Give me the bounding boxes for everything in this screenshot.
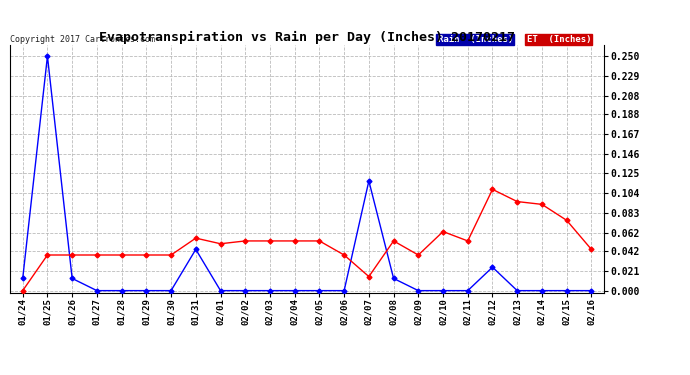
Text: Copyright 2017 Cartronics.com: Copyright 2017 Cartronics.com bbox=[10, 35, 155, 44]
Title: Evapotranspiration vs Rain per Day (Inches) 20170217: Evapotranspiration vs Rain per Day (Inch… bbox=[99, 31, 515, 44]
Text: Rain  (Inches): Rain (Inches) bbox=[437, 35, 513, 44]
Text: ET  (Inches): ET (Inches) bbox=[526, 35, 591, 44]
